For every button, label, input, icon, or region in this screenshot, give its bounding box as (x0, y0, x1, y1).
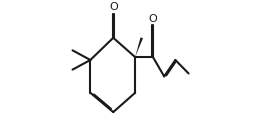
Polygon shape (135, 37, 143, 57)
Text: O: O (109, 2, 118, 12)
Text: O: O (149, 14, 157, 24)
